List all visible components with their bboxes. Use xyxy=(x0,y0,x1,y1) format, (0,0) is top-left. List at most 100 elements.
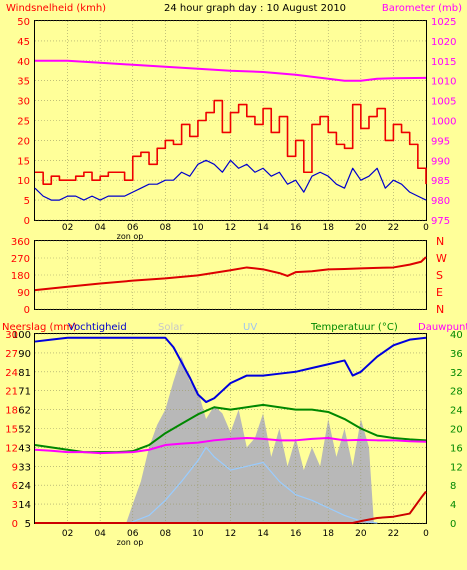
direction-degree-tick: 360 xyxy=(11,237,30,248)
temperature-tick: 36 xyxy=(450,349,463,360)
compass-tick: E xyxy=(436,286,443,299)
humidity-tick: 33 xyxy=(18,462,31,473)
hour-tick-label: 06 xyxy=(127,223,139,233)
temperature-tick: 4 xyxy=(450,500,456,511)
barometer-tick: 990 xyxy=(431,156,450,167)
temperature-tick: 40 xyxy=(450,330,463,341)
humidity-tick: 90 xyxy=(18,349,31,360)
compass-tick: W xyxy=(436,252,447,265)
rain-tick: 30 xyxy=(5,330,18,341)
rain-tick: 27 xyxy=(5,349,18,360)
dewpoint-axis-label: Dauwpunt xyxy=(418,322,467,333)
hour-tick-label: 04 xyxy=(94,223,106,233)
temperature-tick: 0 xyxy=(450,519,456,530)
barometer-tick: 995 xyxy=(431,136,450,147)
hour-tick-label: 08 xyxy=(160,223,172,233)
barometer-ticks: 1025 1020 1015 1010 1005 1000 995 990 985 980 975 xyxy=(431,17,456,227)
hour-tick-label: 20 xyxy=(355,223,367,233)
barometer-tick: 1010 xyxy=(431,77,456,88)
temperature-tick: 16 xyxy=(450,443,463,454)
hour-tick-label: 10 xyxy=(192,223,204,233)
rain-axis-label: Neerslag (mm) xyxy=(2,322,77,333)
hour-tick-label: 16 xyxy=(290,223,302,233)
hour-tick-label: 22 xyxy=(388,223,399,233)
rain-tick: 12 xyxy=(5,443,18,454)
rain-tick: 15 xyxy=(5,425,18,436)
hour-tick-label: 12 xyxy=(225,223,236,233)
hour-tick-label: 02 xyxy=(62,223,73,233)
humidity-tick: 24 xyxy=(18,481,31,492)
wind-speed-tick: 20 xyxy=(17,136,30,147)
direction-degree-tick: 90 xyxy=(17,288,30,299)
barometer-tick: 980 xyxy=(431,196,450,207)
wind-speed-tick: 15 xyxy=(17,156,30,167)
hour-tick-label: 14 xyxy=(257,529,269,539)
humidity-tick: 81 xyxy=(18,368,31,379)
hour-tick-label: 22 xyxy=(388,529,399,539)
rain-tick: 21 xyxy=(5,387,18,398)
wind-speed-tick: 50 xyxy=(17,17,30,28)
compass-tick: N xyxy=(436,235,444,248)
hour-tick-label: 0 xyxy=(423,529,429,539)
rain-tick: 6 xyxy=(12,481,18,492)
rain-tick: 9 xyxy=(12,462,18,473)
rain-tick: 3 xyxy=(12,500,18,511)
barometer-tick: 1025 xyxy=(431,17,456,28)
hour-tick-label: 08 xyxy=(160,529,172,539)
temperature-tick: 24 xyxy=(450,406,463,417)
wind-gust-line xyxy=(35,99,427,185)
rain-tick: 18 xyxy=(5,406,18,417)
wind-axis-label: Windsnelheid (kmh) xyxy=(6,3,106,14)
barometer-tick: 1000 xyxy=(431,117,456,128)
hour-tick-label: 20 xyxy=(355,529,367,539)
wind-speed-tick: 0 xyxy=(24,216,30,227)
barometer-tick: 985 xyxy=(431,176,450,187)
direction-panel-grid xyxy=(35,240,426,310)
temperature-tick: 32 xyxy=(450,368,463,379)
direction-degree-tick: 270 xyxy=(11,254,30,265)
hour-tick-label: 10 xyxy=(192,529,204,539)
temperature-tick: 28 xyxy=(450,387,463,398)
wind-direction-line xyxy=(34,256,427,292)
barometer-tick: 1020 xyxy=(431,37,456,48)
humidity-tick: 14 xyxy=(18,500,31,511)
dewpoint-line xyxy=(34,436,427,455)
humidity-axis-label: Vochtigheid xyxy=(68,322,127,333)
solar-axis-label: Solar xyxy=(158,322,184,333)
hour-tick-label: 02 xyxy=(62,529,73,539)
humidity-tick: 100 xyxy=(12,330,31,341)
temperature-tick: 8 xyxy=(450,481,456,492)
temperature-axis-label: Temperatuur (°C) xyxy=(310,322,398,333)
wind-speed-tick: 25 xyxy=(17,117,30,128)
direction-panel-frame xyxy=(34,240,427,310)
hour-tick-label: 12 xyxy=(225,529,236,539)
direction-degree-tick: 180 xyxy=(11,271,30,282)
compass-tick: N xyxy=(436,303,444,316)
uv-line xyxy=(129,446,378,524)
humidity-tick: 52 xyxy=(18,425,31,436)
compass-tick: S xyxy=(436,269,443,282)
rain-tick: 0 xyxy=(12,519,18,530)
wind-panel-frame xyxy=(34,20,427,221)
temperature-tick: 20 xyxy=(450,425,463,436)
hour-tick-label: 16 xyxy=(290,529,302,539)
temperature-tick: 12 xyxy=(450,462,463,473)
wind-panel-series xyxy=(34,59,427,201)
rain-line xyxy=(35,490,427,524)
hour-tick-label: 18 xyxy=(323,529,335,539)
climate-panel-hour-ticks: 02 04 06 08 10 12 14 16 18 20 22 0 xyxy=(62,529,429,539)
chart-title: 24 hour graph day : 10 August 2010 xyxy=(164,3,346,14)
barometer-tick: 975 xyxy=(431,216,450,227)
climate-panel-series xyxy=(34,336,427,524)
humidity-tick: 62 xyxy=(18,406,31,417)
wind-speed-tick: 35 xyxy=(17,77,30,88)
wind-speed-tick: 40 xyxy=(17,57,30,68)
sunrise-label-top: zon op xyxy=(117,232,144,241)
